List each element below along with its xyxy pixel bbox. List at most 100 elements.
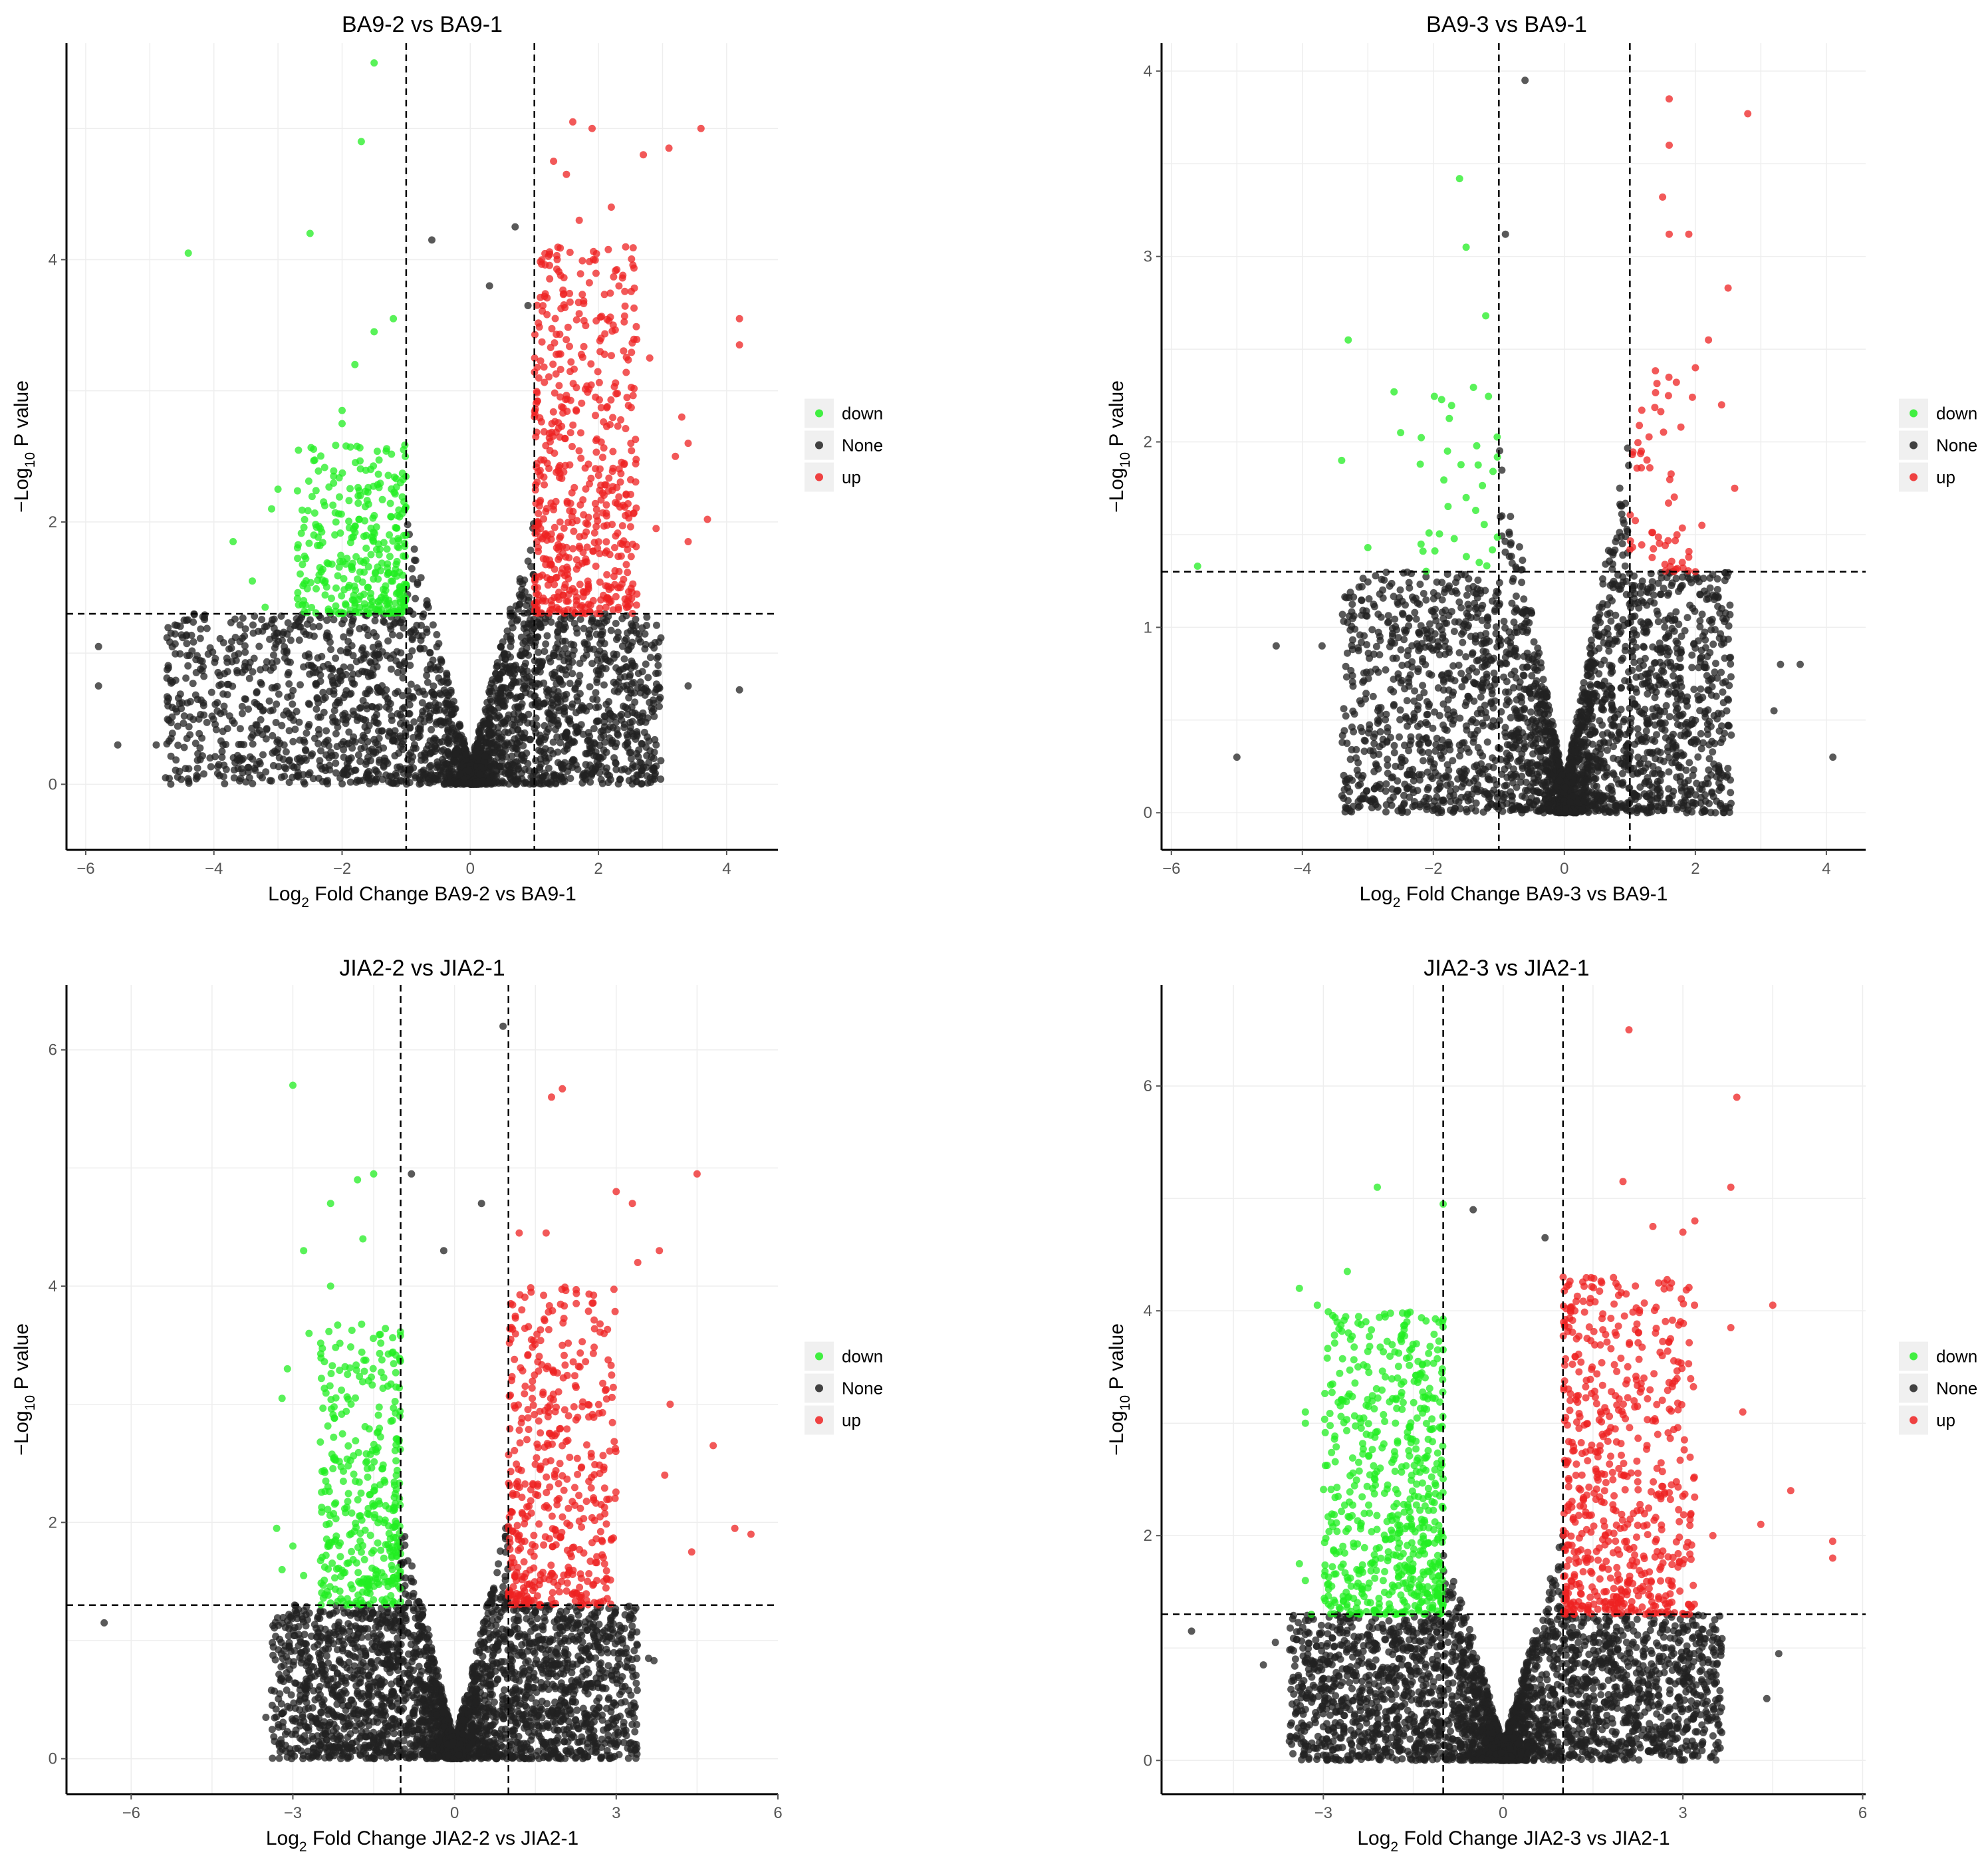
point-none bbox=[654, 652, 662, 660]
point-none bbox=[416, 645, 424, 653]
point-none bbox=[477, 724, 485, 732]
point-down bbox=[302, 555, 310, 563]
point-up bbox=[540, 515, 548, 523]
point-none bbox=[627, 755, 635, 763]
point-none bbox=[571, 684, 579, 692]
point-none bbox=[445, 740, 453, 747]
point-up bbox=[590, 247, 598, 255]
point-none bbox=[357, 704, 365, 712]
point-none bbox=[576, 672, 584, 680]
point-down bbox=[293, 595, 301, 602]
point-none bbox=[272, 640, 280, 648]
point-none bbox=[1709, 748, 1717, 756]
point-none bbox=[332, 759, 340, 767]
point-none bbox=[333, 743, 341, 751]
point-none bbox=[1618, 684, 1625, 692]
point-none bbox=[225, 645, 233, 653]
point-none bbox=[406, 701, 414, 709]
point-none bbox=[426, 649, 434, 657]
point-up bbox=[603, 521, 611, 529]
point-none bbox=[648, 765, 656, 773]
point-none bbox=[332, 654, 340, 662]
point-down bbox=[396, 479, 404, 487]
series-up bbox=[531, 118, 743, 618]
y-tick-label: 0 bbox=[49, 775, 57, 793]
point-none bbox=[246, 753, 254, 761]
point-up bbox=[561, 304, 569, 311]
point-none bbox=[258, 616, 266, 624]
point-none bbox=[520, 620, 528, 628]
point-none bbox=[1464, 600, 1472, 608]
point-up bbox=[607, 396, 615, 404]
point-none bbox=[424, 678, 432, 686]
point-up bbox=[560, 524, 568, 532]
point-none bbox=[429, 621, 437, 629]
x-tick-label: −4 bbox=[205, 860, 223, 878]
point-none bbox=[357, 745, 365, 753]
point-up bbox=[602, 501, 610, 509]
point-none bbox=[349, 679, 357, 687]
point-none bbox=[168, 730, 176, 737]
point-none bbox=[1616, 484, 1624, 492]
point-up bbox=[588, 124, 596, 132]
point-none bbox=[462, 751, 470, 759]
point-none bbox=[241, 642, 249, 650]
point-none bbox=[167, 780, 175, 788]
point-none bbox=[252, 721, 260, 729]
point-down bbox=[324, 560, 332, 568]
point-down bbox=[300, 523, 308, 531]
point-down bbox=[370, 511, 378, 519]
point-none bbox=[446, 779, 453, 787]
point-down bbox=[345, 497, 353, 505]
point-up bbox=[561, 435, 569, 443]
point-none bbox=[499, 701, 507, 709]
point-none bbox=[1676, 654, 1684, 662]
series-none bbox=[1233, 76, 1837, 817]
point-up bbox=[547, 561, 555, 569]
point-up bbox=[572, 407, 580, 415]
point-none bbox=[494, 674, 502, 682]
point-none bbox=[598, 779, 606, 787]
point-up bbox=[555, 545, 562, 553]
point-down bbox=[362, 531, 370, 539]
point-none bbox=[296, 736, 304, 744]
point-none bbox=[509, 721, 517, 728]
point-down bbox=[321, 591, 329, 599]
point-none bbox=[1417, 720, 1425, 728]
point-none bbox=[561, 644, 569, 652]
point-up bbox=[610, 383, 618, 390]
point-up bbox=[597, 404, 605, 412]
point-none bbox=[556, 664, 564, 672]
point-none bbox=[384, 759, 392, 767]
point-down bbox=[346, 485, 354, 493]
point-none bbox=[653, 621, 660, 629]
point-none bbox=[165, 737, 173, 745]
point-none bbox=[511, 758, 519, 766]
point-none bbox=[1503, 781, 1511, 789]
point-none bbox=[239, 614, 247, 622]
point-none bbox=[472, 748, 480, 756]
point-none bbox=[305, 721, 313, 728]
point-none bbox=[376, 687, 384, 695]
point-none bbox=[1501, 548, 1509, 556]
panel-title: BA9-2 vs BA9-1 bbox=[342, 12, 503, 37]
point-none bbox=[287, 636, 295, 644]
point-none bbox=[245, 705, 252, 713]
point-up bbox=[613, 266, 621, 273]
point-up bbox=[557, 366, 564, 373]
point-none bbox=[1685, 759, 1693, 767]
point-none bbox=[1518, 579, 1526, 587]
point-none bbox=[1489, 723, 1497, 731]
point-none bbox=[1665, 768, 1673, 776]
point-none bbox=[255, 642, 263, 650]
point-none bbox=[267, 666, 275, 674]
point-none bbox=[597, 755, 605, 762]
point-down bbox=[389, 606, 397, 614]
point-none bbox=[588, 660, 596, 668]
point-none bbox=[1723, 707, 1731, 715]
point-none bbox=[253, 761, 261, 769]
point-none bbox=[537, 624, 545, 631]
point-up bbox=[624, 356, 632, 364]
point-none bbox=[568, 670, 576, 678]
point-none bbox=[171, 621, 179, 629]
